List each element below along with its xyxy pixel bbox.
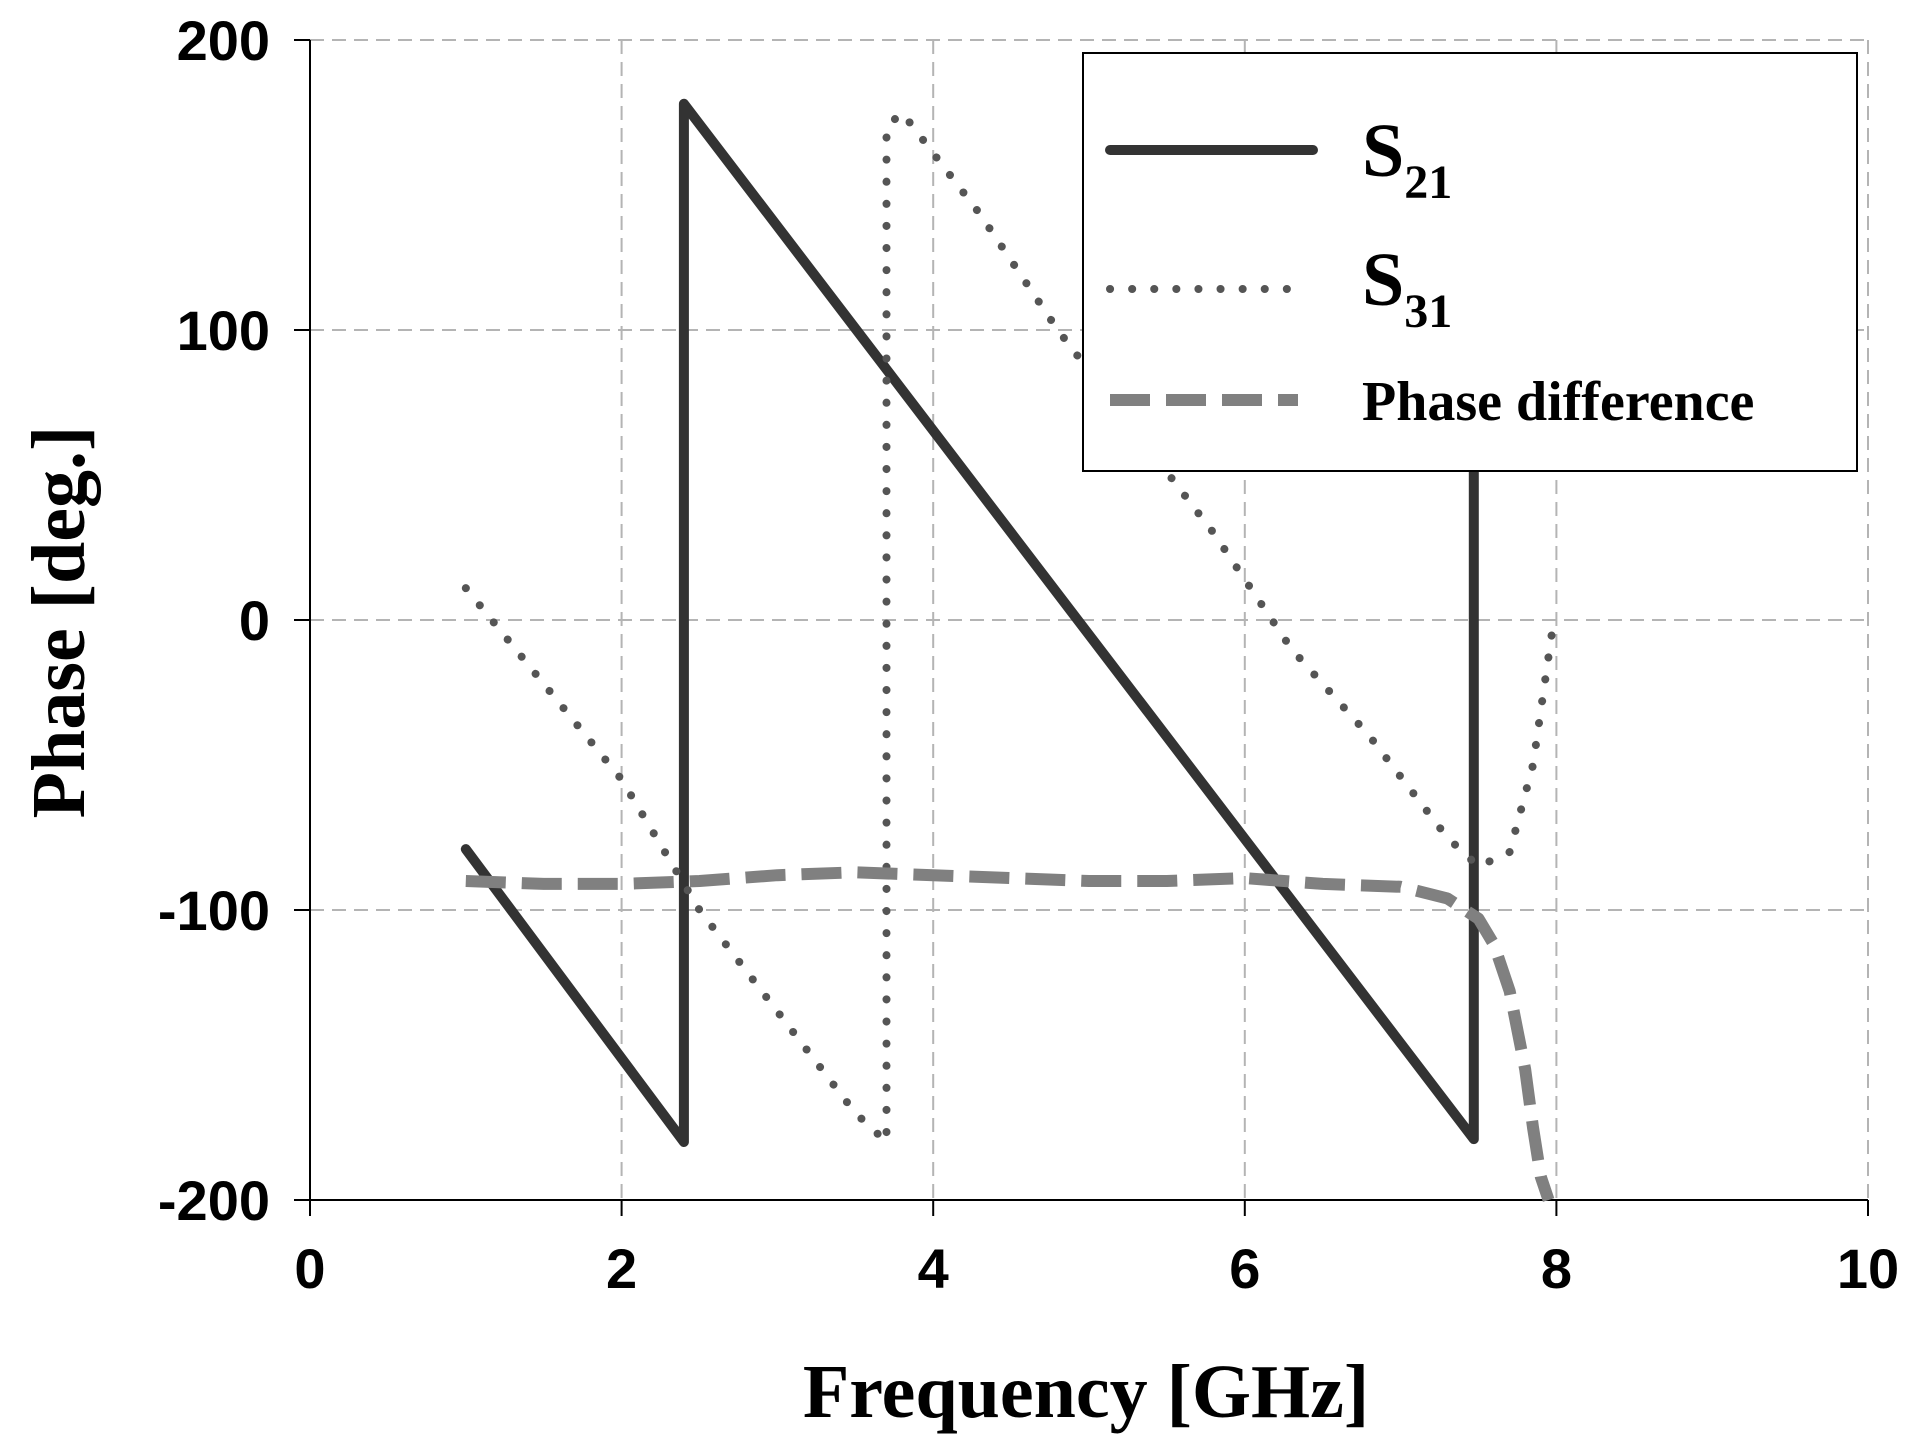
series-line-phase-difference bbox=[465, 866, 1555, 1202]
legend-label-s31-main: S bbox=[1362, 238, 1404, 322]
legend-label-phase-difference: Phase difference bbox=[1362, 371, 1754, 433]
legend: S21 S31 Phase difference bbox=[1082, 52, 1858, 472]
x-axis-title: Frequency [GHz] bbox=[803, 1350, 1369, 1434]
x-tick-label-2: 2 bbox=[606, 1237, 637, 1300]
y-tick-label--200: -200 bbox=[158, 1169, 270, 1232]
x-tick-label-8: 8 bbox=[1541, 1237, 1572, 1300]
legend-label-s31-sub: 31 bbox=[1404, 285, 1452, 338]
tick-labels: 0 2 4 6 8 10 -200 -100 0 100 200 bbox=[158, 9, 1899, 1300]
y-tick-label-100: 100 bbox=[177, 299, 270, 362]
axes bbox=[294, 39, 1869, 1216]
legend-label-s21-sub: 21 bbox=[1404, 156, 1452, 209]
legend-label-s31: S31 bbox=[1362, 238, 1452, 338]
x-tick-label-4: 4 bbox=[918, 1237, 949, 1300]
series-line-s31 bbox=[461, 108, 1556, 1146]
x-tick-label-0: 0 bbox=[294, 1237, 325, 1300]
legend-label-s21-main: S bbox=[1362, 109, 1404, 193]
y-tick-label-0: 0 bbox=[239, 589, 270, 652]
y-tick-label--100: -100 bbox=[158, 879, 270, 942]
legend-box bbox=[1082, 52, 1858, 472]
series-group bbox=[460, 98, 1556, 1202]
y-axis-title: Phase [deg.] bbox=[17, 426, 101, 819]
y-tick-label-200: 200 bbox=[177, 9, 270, 72]
legend-label-s21: S21 bbox=[1362, 109, 1452, 209]
x-tick-label-10: 10 bbox=[1837, 1237, 1899, 1300]
x-tick-label-6: 6 bbox=[1229, 1237, 1260, 1300]
